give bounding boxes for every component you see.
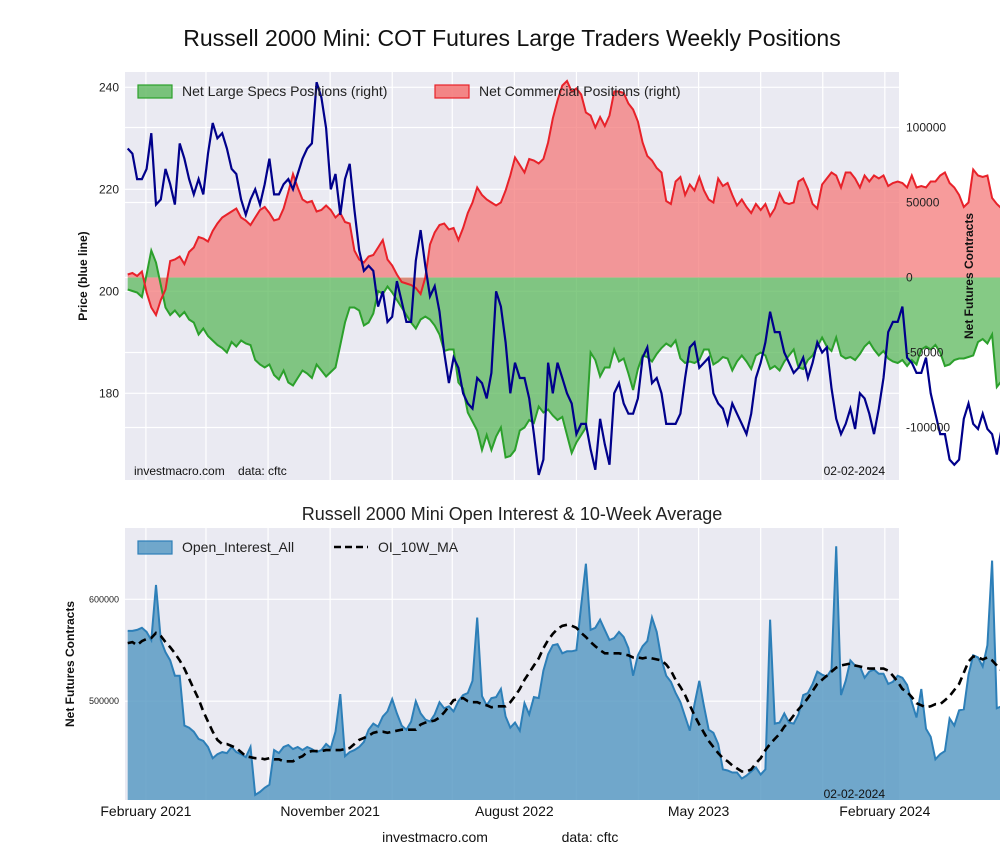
price-tick-label: 240 <box>99 80 119 94</box>
open-interest-area <box>127 546 1000 800</box>
commercial-area <box>127 81 1000 315</box>
open-interest-axis-ticks: 500000 600000 <box>89 594 119 706</box>
moving-average-line <box>127 623 1000 773</box>
open-interest-axis-label: Net Futures Contracts <box>63 601 77 727</box>
price-tick-label: 200 <box>99 284 119 298</box>
footer-source: investmacro.com <box>382 829 488 845</box>
contracts-tick-label: 50000 <box>906 196 940 210</box>
contracts-axis-label: Net Futures Contracts <box>962 213 976 339</box>
price-axis-ticks: 180 200 220 240 <box>99 80 119 400</box>
contracts-tick-label: 100000 <box>906 121 946 135</box>
date-tick-label: February 2021 <box>100 803 191 819</box>
positions-watermark-source: investmacro.com data: cftc <box>134 464 287 478</box>
price-line <box>126 81 1000 476</box>
positions-panel: 180 200 220 240 -100000 -50000 0 50000 100000 P… <box>76 72 1000 480</box>
commercial-line <box>127 79 1000 318</box>
footer-data: data: cftc <box>562 829 619 845</box>
legend-swatch-commercial <box>434 84 470 99</box>
open-interest-areas <box>127 546 1000 800</box>
legend-label-open-interest: Open_Interest_All <box>182 539 294 555</box>
price-tick-label: 220 <box>99 182 119 196</box>
date-tick-label: May 2023 <box>668 803 730 819</box>
price-tick-label: 180 <box>99 386 119 400</box>
date-tick-label: August 2022 <box>475 803 554 819</box>
legend-swatch-open-interest <box>137 540 173 555</box>
open-interest-title: Russell 2000 Mini Open Interest & 10-Wee… <box>302 504 723 524</box>
open-interest-legend: Open_Interest_All OI_10W_MA <box>137 539 459 555</box>
legend-label-commercial: Net Commercial Positions (right) <box>479 83 681 99</box>
date-tick-label: November 2021 <box>280 803 380 819</box>
open-interest-tick-label: 500000 <box>89 696 119 706</box>
contracts-tick-label: -50000 <box>906 346 944 360</box>
date-tick-label: February 2024 <box>839 803 930 819</box>
legend-label-large-specs: Net Large Specs Positions (right) <box>182 83 387 99</box>
contracts-tick-label: 0 <box>906 271 913 285</box>
open-interest-line <box>127 546 1000 797</box>
date-axis-ticks: February 2021 November 2021 August 2022 May… <box>100 803 930 819</box>
large-specs-area <box>127 250 1000 458</box>
chart-title: Russell 2000 Mini: COT Futures Large Tra… <box>183 25 840 51</box>
open-interest-watermark-date: 02-02-2024 <box>824 787 886 801</box>
contracts-tick-label: -100000 <box>906 421 950 435</box>
positions-areas <box>127 81 1000 458</box>
open-interest-tick-label: 600000 <box>89 594 119 604</box>
positions-legend: Net Large Specs Positions (right) Net Co… <box>137 83 681 99</box>
positions-watermark-date: 02-02-2024 <box>824 464 886 478</box>
positions-lines <box>126 79 1000 476</box>
legend-label-moving-average: OI_10W_MA <box>378 539 459 555</box>
contracts-axis-ticks: -100000 -50000 0 50000 100000 <box>906 121 950 435</box>
legend-swatch-large-specs <box>137 84 173 99</box>
price-axis-label: Price (blue line) <box>76 231 90 320</box>
large-specs-line <box>127 246 1000 459</box>
open-interest-panel: 500000 600000 February 2021 November 2021 A… <box>63 528 1000 819</box>
